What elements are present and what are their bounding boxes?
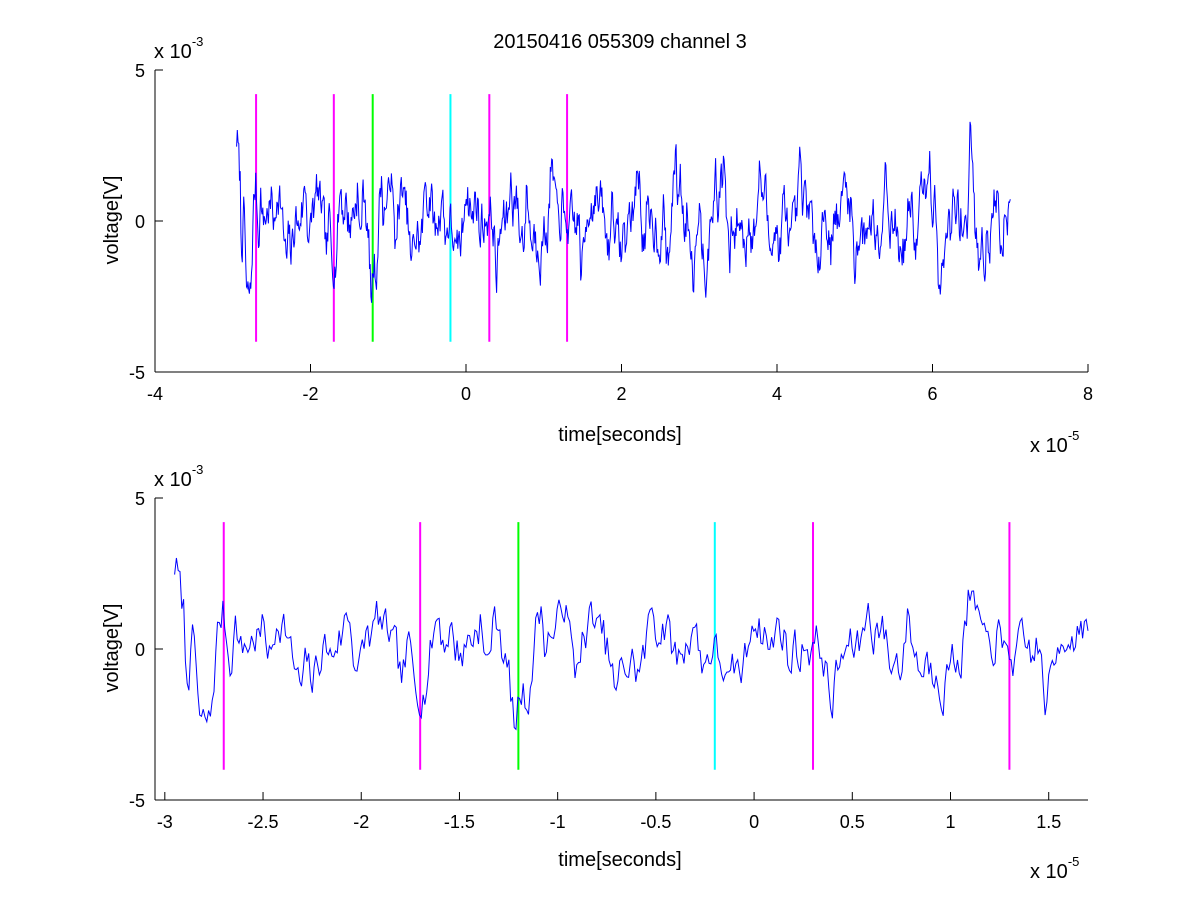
bottom-y-multiplier: x 10-3 bbox=[154, 462, 203, 491]
bottom-x-tick-label: -2.5 bbox=[248, 812, 279, 832]
bottom-x-tick-label: -0.5 bbox=[640, 812, 671, 832]
bottom-subplot: x 10-3 voltage[V] time[seconds] x 10-5 -… bbox=[101, 462, 1089, 883]
bottom-event-markers bbox=[222, 522, 1011, 770]
top-y-tick-label: -5 bbox=[129, 363, 145, 383]
chart-title: 20150416 055309 channel 3 bbox=[493, 31, 747, 53]
bottom-y-tick-label: -5 bbox=[129, 791, 145, 811]
bottom-voltage-trace bbox=[174, 557, 1089, 731]
top-voltage-trace bbox=[236, 121, 1011, 303]
bottom-x-tick-label: 0 bbox=[749, 812, 759, 832]
top-y-multiplier: x 10-3 bbox=[154, 34, 203, 63]
bottom-x-multiplier: x 10-5 bbox=[1030, 854, 1079, 883]
top-x-tick-label: 4 bbox=[772, 384, 782, 404]
bottom-x-tick-label: 1 bbox=[945, 812, 955, 832]
top-subplot: 20150416 055309 channel 3 x 10-3 voltage… bbox=[101, 31, 1093, 457]
top-y-tick-label: 5 bbox=[135, 61, 145, 81]
top-y-tick-label: 0 bbox=[135, 212, 145, 232]
bottom-x-tick-label: -1.5 bbox=[444, 812, 475, 832]
bottom-x-axis-label: time[seconds] bbox=[558, 849, 681, 871]
bottom-x-tick-label: 1.5 bbox=[1036, 812, 1061, 832]
bottom-x-tick-label: -1 bbox=[550, 812, 566, 832]
top-ticks: -4 -2 0 2 4 6 8 -5 0 5 bbox=[129, 61, 1093, 404]
bottom-y-tick-label: 0 bbox=[135, 640, 145, 660]
bottom-x-tick-label: 0.5 bbox=[840, 812, 865, 832]
bottom-x-tick-label: -2 bbox=[353, 812, 369, 832]
top-x-tick-label: -4 bbox=[147, 384, 163, 404]
top-x-multiplier: x 10-5 bbox=[1030, 428, 1079, 457]
top-y-axis-label: voltage[V] bbox=[101, 176, 123, 265]
bottom-ticks: -3 -2.5 -2 -1.5 -1 -0.5 0 0.5 1 1.5 -5 0 5 bbox=[129, 489, 1061, 832]
top-x-tick-label: 0 bbox=[461, 384, 471, 404]
bottom-y-tick-label: 5 bbox=[135, 489, 145, 509]
top-x-axis-label: time[seconds] bbox=[558, 424, 681, 446]
top-x-tick-label: 2 bbox=[616, 384, 626, 404]
bottom-y-axis-label: voltage[V] bbox=[101, 604, 123, 693]
top-x-tick-label: -2 bbox=[302, 384, 318, 404]
top-x-tick-label: 6 bbox=[927, 384, 937, 404]
top-x-tick-label: 8 bbox=[1083, 384, 1093, 404]
top-event-markers bbox=[255, 94, 569, 342]
bottom-x-tick-label: -3 bbox=[157, 812, 173, 832]
